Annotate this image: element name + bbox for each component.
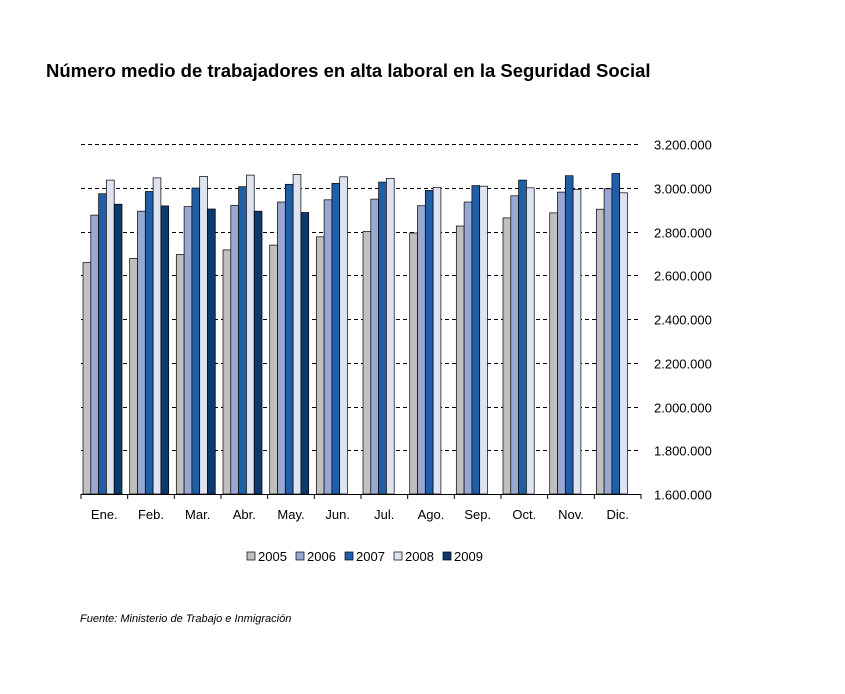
axes	[80, 494, 642, 499]
gridlines	[81, 144, 641, 451]
bar-2007	[98, 193, 107, 495]
y-tick-label: 2.200.000	[654, 357, 712, 372]
chart-title: Número medio de trabajadores en alta lab…	[46, 60, 651, 81]
bar-2009	[113, 203, 123, 495]
y-axis-tick-labels: 1.600.000 1.800.000 2.000.000 2.200.000 2.40…	[654, 138, 712, 503]
bar-2007	[238, 186, 247, 495]
legend-swatch-2005	[246, 551, 256, 561]
x-axis-tick-labels: Ene. Feb. Mar. Abr. May. Jun. Jul. Ago. Sep. Oct.…	[91, 507, 629, 522]
x-tick-label: Mar.	[185, 507, 210, 522]
bar-2007	[424, 190, 434, 495]
bar-2008	[526, 187, 535, 495]
legend-swatch-2007	[344, 551, 354, 561]
bar-2008	[432, 186, 442, 495]
legend-label: 2007	[356, 549, 385, 564]
bars	[82, 173, 628, 495]
bar-2005	[549, 212, 558, 495]
bar-2006	[463, 201, 473, 495]
x-tick-label: Nov.	[558, 507, 584, 522]
legend-label: 2005	[258, 549, 287, 564]
bar-2007	[378, 181, 387, 495]
bar-2006	[323, 199, 333, 495]
x-tick-label: Jun.	[325, 507, 350, 522]
y-tick-label: 2.400.000	[654, 313, 712, 328]
bar-2005	[595, 208, 605, 495]
bar-2008	[152, 177, 162, 495]
x-tick-label: Dic.	[607, 507, 629, 522]
y-tick-label: 3.200.000	[654, 138, 712, 153]
bar-2006	[603, 188, 613, 495]
legend-swatch-2008	[393, 551, 403, 561]
bar-2007	[144, 191, 154, 495]
bar-2005	[175, 254, 185, 495]
y-tick-label: 2.800.000	[654, 226, 712, 241]
legend-swatch-2009	[442, 551, 452, 561]
x-tick-label: Abr.	[233, 507, 256, 522]
bar-2005	[362, 231, 372, 495]
legend-label: 2006	[307, 549, 336, 564]
bar-2008	[199, 176, 208, 495]
legend-label: 2008	[405, 549, 434, 564]
x-tick-label: Jul.	[374, 507, 394, 522]
bar-2006	[370, 198, 379, 495]
x-tick-label: Ene.	[91, 507, 118, 522]
bar-2006	[510, 195, 519, 495]
x-tick-label: Ago.	[418, 507, 445, 522]
y-tick-label: 3.000.000	[654, 182, 712, 197]
bar-2005	[269, 244, 278, 495]
bar-2006	[557, 191, 566, 495]
bar-2008	[572, 189, 582, 495]
bar-2006	[90, 214, 99, 495]
bar-2008	[292, 174, 302, 495]
bar-2008	[479, 185, 488, 495]
bar-2006	[277, 201, 286, 495]
bar-2008	[386, 177, 395, 495]
bar-2007	[191, 187, 201, 495]
y-tick-label: 2.000.000	[654, 401, 712, 416]
bar-2008	[106, 179, 115, 495]
bar-2005	[129, 258, 138, 495]
bar-2005	[502, 217, 512, 495]
bar-2009	[253, 210, 263, 495]
bar-2009	[300, 212, 310, 495]
y-tick-label: 1.600.000	[654, 488, 712, 503]
bar-2006	[417, 205, 426, 495]
bar-2005	[222, 249, 232, 495]
bar-2005	[455, 225, 465, 495]
bar-2005	[409, 232, 418, 495]
bar-2007	[518, 179, 527, 495]
x-tick-label: May.	[277, 507, 304, 522]
x-tick-label: Oct.	[512, 507, 536, 522]
bar-2005	[82, 262, 92, 495]
x-tick-label: Feb.	[138, 507, 164, 522]
bar-2007	[331, 183, 341, 495]
bar-2008	[619, 192, 628, 495]
x-tick-label: Sep.	[464, 507, 491, 522]
y-tick-label: 1.800.000	[654, 444, 712, 459]
bar-2005	[315, 236, 325, 495]
y-tick-label: 2.600.000	[654, 269, 712, 284]
bar-2007	[471, 185, 481, 495]
bar-2009	[160, 205, 170, 495]
bar-2006	[230, 205, 239, 495]
bar-2006	[137, 210, 146, 495]
bar-2008	[246, 174, 255, 495]
bar-2008	[339, 176, 348, 495]
source-note: Fuente: Ministerio de Trabajo e Inmigrac…	[80, 613, 292, 625]
bar-2007	[564, 175, 574, 495]
legend: 2005 2006 2007 2008 2009	[246, 549, 483, 564]
bar-2007	[284, 183, 294, 495]
bar-2006	[183, 206, 193, 495]
bar-2007	[611, 173, 621, 495]
legend-swatch-2006	[295, 551, 305, 561]
legend-label: 2009	[454, 549, 483, 564]
bar-2009	[207, 208, 216, 495]
